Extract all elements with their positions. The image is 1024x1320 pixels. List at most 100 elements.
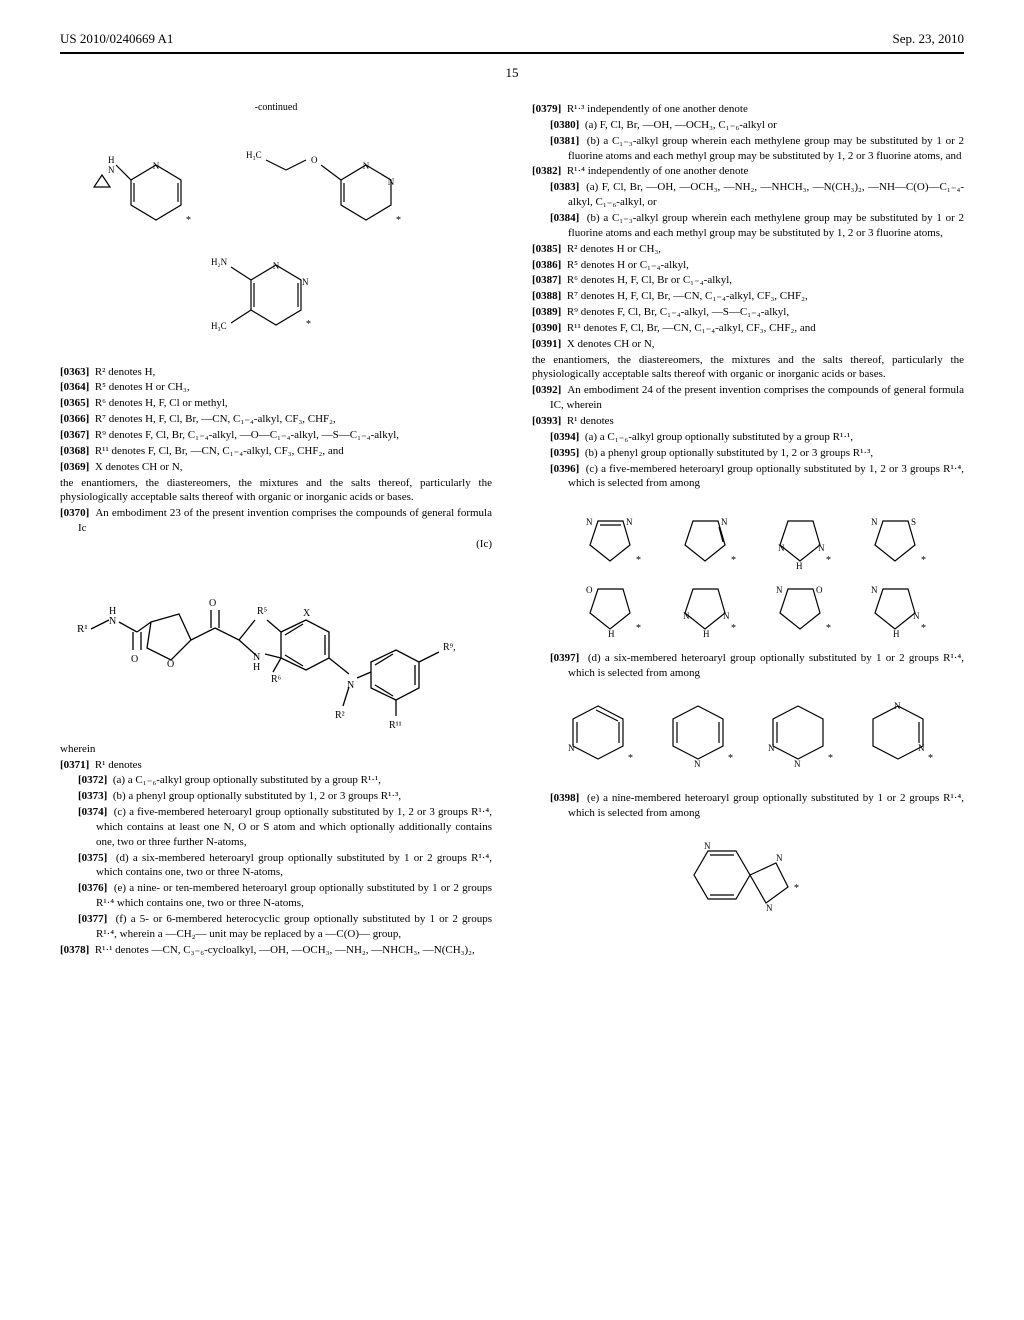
svg-text:N: N xyxy=(778,543,785,553)
chem-nine-membered: N N N * xyxy=(532,831,964,931)
post-0369: the enantiomers, the diastereomers, the … xyxy=(60,476,492,506)
para-0390: [0390] R¹¹ denotes F, Cl, Br, —CN, C₁₋₄-… xyxy=(532,321,964,336)
svg-text:O: O xyxy=(586,585,593,595)
para-0388: [0388] R⁷ denotes H, F, Cl, Br, —CN, C₁₋… xyxy=(532,289,964,304)
page-number: 15 xyxy=(60,64,964,82)
svg-text:H: H xyxy=(253,662,260,673)
para-0368: [0368] R¹¹ denotes F, Cl, Br, —CN, C₁₋₄-… xyxy=(60,444,492,459)
svg-text:N: N xyxy=(568,743,575,753)
svg-text:N: N xyxy=(794,759,801,769)
svg-text:R⁶: R⁶ xyxy=(271,674,282,685)
svg-text:*: * xyxy=(731,555,736,566)
para-0384: [0384] (b) a C₁₋₃-alkyl group wherein ea… xyxy=(532,211,964,241)
para-0373: [0373] (b) a phenyl group optionally sub… xyxy=(60,789,492,804)
para-0380: [0380] (a) F, Cl, Br, —OH, —OCH₃, C₁₋₆-a… xyxy=(532,118,964,133)
svg-text:*: * xyxy=(186,215,191,226)
svg-text:N: N xyxy=(388,177,395,187)
svg-text:N: N xyxy=(721,517,728,527)
svg-text:O: O xyxy=(816,585,823,595)
svg-text:H: H xyxy=(108,155,115,165)
svg-text:R¹: R¹ xyxy=(77,623,88,635)
para-0371: [0371] R¹ denotes xyxy=(60,758,492,773)
svg-text:*: * xyxy=(921,555,926,566)
svg-text:*: * xyxy=(731,623,736,634)
left-column: -continued N H N * N xyxy=(60,101,492,958)
header-rule xyxy=(60,52,964,54)
svg-text:N: N xyxy=(913,611,920,621)
svg-text:N: N xyxy=(776,853,783,863)
svg-text:H₃C: H₃C xyxy=(246,150,262,160)
svg-text:X: X xyxy=(303,608,311,619)
para-0376: [0376] (e) a nine- or ten-membered heter… xyxy=(60,881,492,911)
svg-text:H: H xyxy=(796,561,803,571)
svg-text:O: O xyxy=(131,654,138,665)
post-0391: the enantiomers, the diastereomers, the … xyxy=(532,353,964,383)
svg-text:R⁹,: R⁹, xyxy=(443,642,456,653)
svg-text:*: * xyxy=(636,555,641,566)
para-0395: [0395] (b) a phenyl group optionally sub… xyxy=(532,446,964,461)
svg-text:N: N xyxy=(273,261,280,271)
svg-text:N: N xyxy=(253,652,260,663)
para-0383: [0383] (a) F, Cl, Br, —OH, —OCH₃, —NH₂, … xyxy=(532,180,964,210)
para-0385: [0385] R² denotes H or CH₃, xyxy=(532,242,964,257)
svg-text:*: * xyxy=(826,555,831,566)
svg-text:*: * xyxy=(794,883,799,894)
svg-text:O: O xyxy=(311,155,318,165)
para-0387: [0387] R⁶ denotes H, F, Cl, Br or C₁₋₄-a… xyxy=(532,273,964,288)
para-0370: [0370] An embodiment 23 of the present i… xyxy=(60,506,492,536)
para-0382: [0382] R¹·⁴ independently of one another… xyxy=(532,164,964,179)
svg-text:N: N xyxy=(626,517,633,527)
chem-structures-top: N H N * N N O H₃C * xyxy=(60,125,492,355)
formula-label-ic: (Ic) xyxy=(60,537,492,552)
para-0392: [0392] An embodiment 24 of the present i… xyxy=(532,383,964,413)
svg-text:N: N xyxy=(153,161,160,171)
para-0374: [0374] (c) a five-membered heteroaryl gr… xyxy=(60,805,492,850)
svg-text:N: N xyxy=(776,585,783,595)
para-0386: [0386] R⁵ denotes H or C₁₋₄-alkyl, xyxy=(532,258,964,273)
doc-number: US 2010/0240669 A1 xyxy=(60,30,173,48)
svg-text:N: N xyxy=(871,517,878,527)
svg-text:N: N xyxy=(871,585,878,595)
para-0364: [0364] R⁵ denotes H or CH₃, xyxy=(60,380,492,395)
svg-text:N: N xyxy=(109,616,116,627)
para-0365: [0365] R⁶ denotes H, F, Cl or methyl, xyxy=(60,396,492,411)
svg-text:N: N xyxy=(723,611,730,621)
svg-text:R⁵: R⁵ xyxy=(257,606,267,617)
wherein-lead: wherein xyxy=(60,742,492,757)
continued-label: -continued xyxy=(60,101,492,115)
doc-date: Sep. 23, 2010 xyxy=(893,30,965,48)
svg-text:N: N xyxy=(586,517,593,527)
para-0377: [0377] (f) a 5- or 6-membered heterocycl… xyxy=(60,912,492,942)
svg-text:*: * xyxy=(306,319,311,330)
para-0366: [0366] R⁷ denotes H, F, Cl, Br, —CN, C₁₋… xyxy=(60,412,492,427)
svg-text:*: * xyxy=(826,623,831,634)
svg-text:*: * xyxy=(828,753,833,764)
svg-text:*: * xyxy=(728,753,733,764)
svg-text:N: N xyxy=(694,759,701,769)
svg-text:N: N xyxy=(363,161,370,171)
para-0367: [0367] R⁹ denotes F, Cl, Br, C₁₋₄-alkyl,… xyxy=(60,428,492,443)
para-0369: [0369] X denotes CH or N, xyxy=(60,460,492,475)
para-0375: [0375] (d) a six-membered heteroaryl gro… xyxy=(60,851,492,881)
para-0378: [0378] R¹·¹ denotes —CN, C₃₋₆-cycloalkyl… xyxy=(60,943,492,958)
svg-text:N: N xyxy=(768,743,775,753)
svg-text:R²: R² xyxy=(335,710,345,721)
svg-text:H₂N: H₂N xyxy=(211,257,228,267)
para-0396: [0396] (c) a five-membered heteroaryl gr… xyxy=(532,462,964,492)
svg-text:H: H xyxy=(608,629,615,639)
svg-text:N: N xyxy=(683,611,690,621)
svg-text:H: H xyxy=(893,629,900,639)
svg-text:N: N xyxy=(704,841,711,851)
svg-text:H: H xyxy=(703,629,710,639)
chem-formula-ic: R¹ H N O O O xyxy=(60,562,492,732)
svg-text:N: N xyxy=(918,743,925,753)
svg-text:H₃C: H₃C xyxy=(211,321,227,331)
svg-text:*: * xyxy=(636,623,641,634)
chem-five-membered: N N * N * H N N xyxy=(532,501,964,641)
para-0398: [0398] (e) a nine-membered heteroaryl gr… xyxy=(532,791,964,821)
para-0394: [0394] (a) a C₁₋₆-alkyl group optionally… xyxy=(532,430,964,445)
svg-text:*: * xyxy=(921,623,926,634)
svg-text:*: * xyxy=(628,753,633,764)
svg-text:N: N xyxy=(108,165,115,175)
chem-six-membered: N * N * N N * xyxy=(532,691,964,781)
